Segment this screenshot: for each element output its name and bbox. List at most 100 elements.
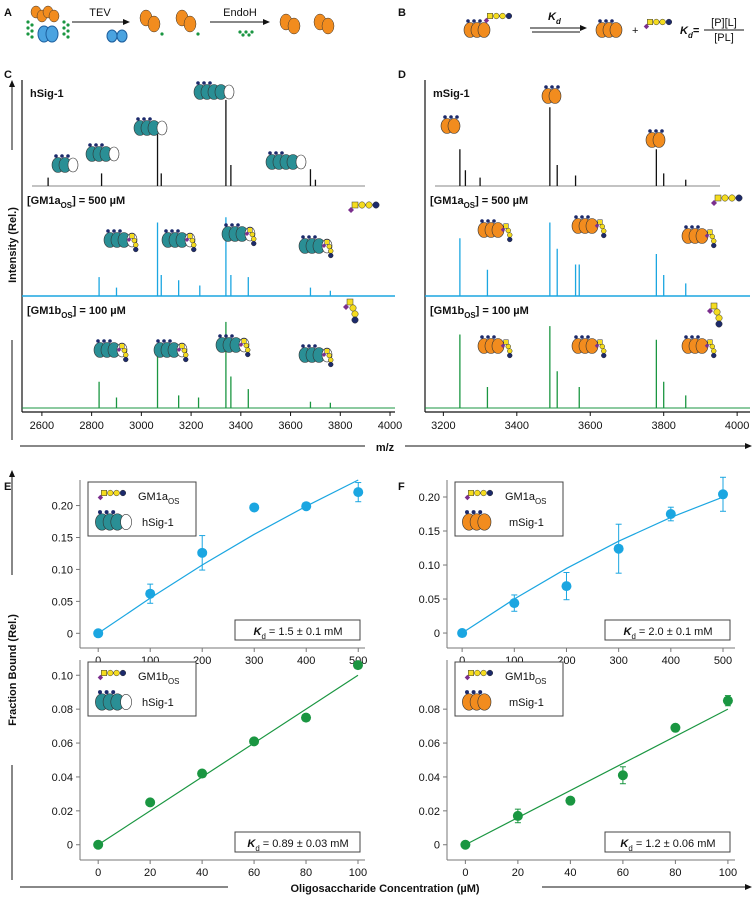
text-part: GM1a: [138, 491, 169, 503]
glycan-dot: [208, 81, 212, 85]
legend-glycan: GM1aOS: [138, 491, 179, 506]
y-tick-label: 0.05: [52, 596, 73, 608]
text-part: GM1b: [505, 671, 535, 683]
glycan-icon: [643, 23, 650, 30]
glycan-icon: [653, 18, 660, 26]
glycan-icon: [704, 233, 710, 238]
fc-icon: [106, 29, 118, 43]
panel-letter: F: [398, 481, 405, 493]
glycan-dot: [230, 223, 234, 227]
panel-letter: B: [398, 7, 406, 19]
text-part: ] = 100 µM: [73, 305, 126, 317]
protein-icon: [287, 17, 301, 35]
glycan-dot: [100, 143, 104, 147]
glycan-icon: [321, 243, 327, 248]
axis-label: Fraction Bound (Rel.): [7, 614, 19, 726]
glycan-icon: [710, 302, 718, 310]
glycan-dot: [313, 235, 317, 239]
glycan-dot: [690, 335, 694, 339]
fit-line: [465, 708, 729, 846]
glycan-icon: [500, 227, 506, 232]
x-tick-label: 40: [564, 867, 576, 879]
glycan-icon: [507, 236, 513, 243]
data-point: [718, 489, 728, 500]
legend-protein: hSig-1: [142, 517, 174, 529]
glycan-dot: [556, 85, 560, 89]
protein-icon: [477, 693, 492, 711]
arrow-head: [745, 884, 752, 890]
legend-glycan: GM1bOS: [505, 671, 546, 686]
glycan-icon: [709, 233, 715, 240]
glycan-dot: [66, 29, 70, 33]
glycan-icon: [123, 356, 129, 363]
data-point: [617, 770, 628, 781]
data-point: [565, 795, 576, 806]
kd-box: [234, 619, 361, 641]
protein-icon: [652, 132, 666, 148]
glycan-dot: [574, 335, 578, 339]
glycan-icon: [116, 347, 122, 352]
x-tick-label: 80: [669, 867, 681, 879]
protein-icon: [120, 693, 132, 710]
glycan-icon: [351, 316, 359, 324]
x-tick-label: 400: [662, 655, 680, 667]
y-tick-label: 0.15: [52, 532, 73, 544]
glycan-dot: [604, 19, 608, 23]
glycan-icon: [187, 233, 193, 239]
glycan-dot: [480, 335, 484, 339]
data-point: [301, 712, 312, 723]
glycan-icon: [707, 339, 713, 345]
glycan-icon: [507, 348, 513, 354]
protein-icon: [477, 22, 491, 38]
glycan-icon: [500, 343, 506, 348]
glycan-dot: [62, 20, 66, 24]
glycan-icon: [599, 223, 605, 230]
panel-letter: D: [398, 69, 406, 81]
x-tick-label: 3800: [328, 420, 352, 432]
glycan-dot: [26, 26, 30, 30]
glycan-icon: [714, 194, 722, 202]
glycan-dot: [104, 510, 109, 515]
glycan-icon: [324, 239, 330, 245]
glycan-icon: [728, 194, 736, 202]
x-tick-label: 4000: [378, 420, 402, 432]
glycan-icon: [179, 343, 185, 349]
glycan-dot: [478, 690, 483, 695]
data-point: [93, 839, 104, 850]
glycan-icon: [343, 304, 349, 310]
glycan-icon: [358, 201, 366, 209]
glycan-dot: [472, 19, 476, 23]
fc-icon: [45, 25, 59, 43]
glycan-dot: [598, 19, 602, 23]
glycan-icon: [244, 231, 250, 236]
glycan-icon: [191, 242, 197, 248]
panel-letter: C: [4, 69, 12, 81]
glycan-icon: [351, 310, 359, 318]
text-part: ] = 500 µM: [475, 195, 528, 207]
data-point: [352, 660, 363, 671]
protein-icon: [321, 17, 335, 35]
glycan-icon: [594, 343, 600, 348]
glycan-icon: [328, 248, 334, 254]
panel-letter: A: [4, 7, 12, 19]
y-tick-label: 0.08: [52, 704, 73, 716]
glycan-icon: [665, 18, 673, 26]
glycan-dot: [586, 335, 590, 339]
glycan-icon: [324, 348, 330, 354]
glycan-dot: [156, 339, 160, 343]
text-part: [GM1a: [27, 195, 62, 207]
text-part: d: [631, 632, 635, 641]
glycan-icon: [328, 361, 334, 368]
protein-icon: [477, 513, 492, 531]
glycan-dot: [580, 335, 584, 339]
glycan-dot: [307, 344, 311, 348]
x-tick-label: 60: [617, 867, 629, 879]
glycan-dot: [247, 33, 251, 37]
glycan-dot: [280, 151, 284, 155]
glycan-dot: [236, 223, 240, 227]
text-part: GM1b: [138, 671, 168, 683]
text-part: = 1.5 ± 0.1 mM: [266, 626, 343, 638]
glycan-icon: [101, 490, 107, 496]
glycan-dot: [238, 30, 242, 34]
glycan-icon: [735, 194, 743, 202]
